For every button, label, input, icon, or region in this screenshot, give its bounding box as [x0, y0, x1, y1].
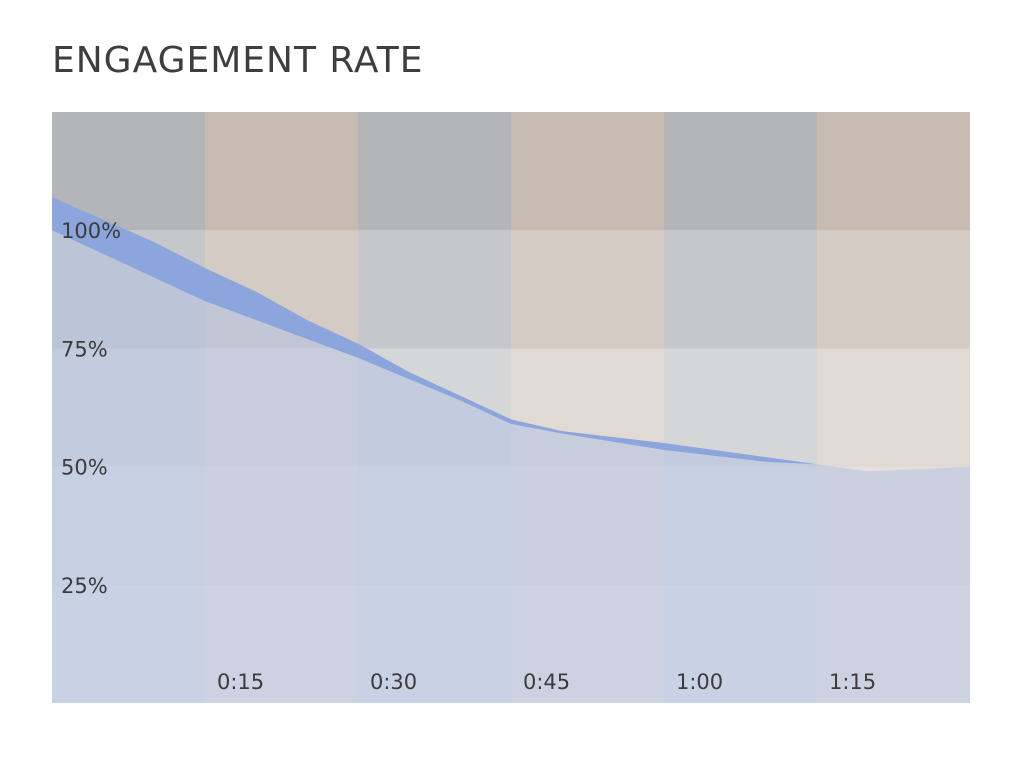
- x-tick-label: 1:00: [676, 670, 723, 694]
- chart-title: ENGAGEMENT RATE: [52, 40, 424, 81]
- x-tick-label: 0:45: [523, 670, 570, 694]
- x-tick-label: 1:15: [829, 670, 876, 694]
- x-axis-ticks: 0:15 0:30 0:45 1:00 1:15: [217, 670, 876, 694]
- grid-row: [52, 112, 970, 230]
- y-tick-label: 75%: [61, 337, 108, 361]
- y-tick-label: 50%: [61, 456, 108, 480]
- y-axis-ticks: 100% 75% 50% 25%: [61, 219, 121, 598]
- x-tick-label: 0:30: [370, 670, 417, 694]
- x-tick-label: 0:15: [217, 670, 264, 694]
- engagement-area: [52, 230, 970, 703]
- y-tick-label: 100%: [61, 219, 121, 243]
- y-tick-label: 25%: [61, 574, 108, 598]
